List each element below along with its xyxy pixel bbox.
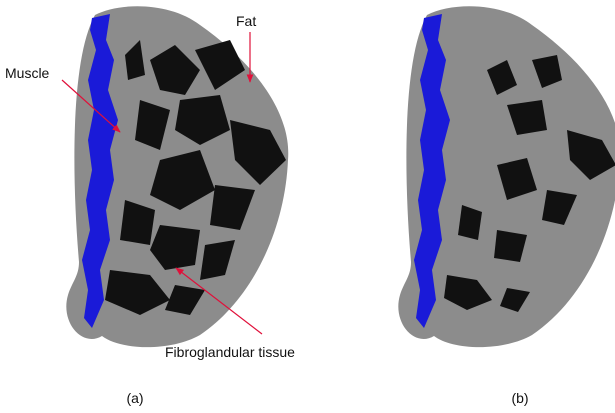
label-muscle: Muscle (5, 65, 50, 81)
label-fibroglandular: Fibroglandular tissue (165, 344, 295, 360)
model-b: (b) (398, 6, 615, 406)
caption: (a) (126, 390, 143, 406)
model-a: Fat Muscle Fibroglandular tissue (a) (5, 6, 295, 406)
caption: (b) (511, 390, 528, 406)
figure: Fat Muscle Fibroglandular tissue (a) (b) (0, 0, 615, 413)
label-fat: Fat (236, 13, 256, 29)
